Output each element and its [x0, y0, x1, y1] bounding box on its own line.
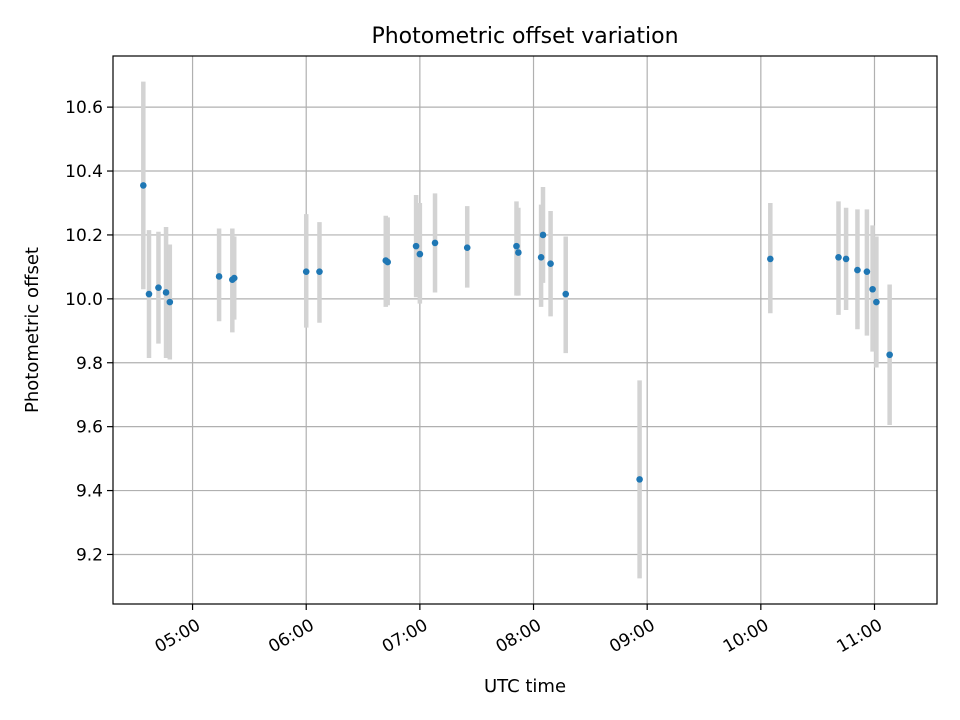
y-axis-label: Photometric offset — [22, 247, 43, 413]
data-point — [384, 258, 391, 266]
data-point — [547, 260, 554, 267]
y-tick-label: 10.4 — [65, 162, 103, 182]
data-point — [767, 255, 774, 263]
data-point — [886, 351, 893, 359]
data-point — [166, 298, 174, 306]
data-point — [873, 298, 880, 306]
data-point — [316, 268, 323, 275]
y-axis-ticks: 9.2 9.4 9.6 9.8 10.0 10.2 10.4 10.6 — [65, 98, 113, 565]
data-point — [431, 239, 439, 247]
data-point — [412, 242, 420, 250]
data-point — [835, 254, 842, 261]
data-point — [842, 255, 850, 263]
grid-layer — [113, 56, 937, 604]
x-axis-label: UTC time — [484, 676, 566, 697]
data-point — [636, 476, 643, 483]
data-point — [537, 254, 545, 261]
data-point — [863, 268, 871, 275]
chart-title: Photometric offset variation — [371, 24, 678, 49]
y-tick-label: 9.6 — [76, 418, 103, 438]
y-tick-label: 9.4 — [76, 482, 103, 502]
y-tick-label: 10.6 — [65, 98, 103, 118]
data-point — [539, 231, 547, 239]
data-point — [215, 273, 223, 280]
data-point — [302, 268, 310, 275]
data-point — [463, 244, 471, 252]
data-point — [145, 290, 153, 298]
data-point — [869, 285, 876, 293]
data-point — [162, 289, 170, 296]
data-point — [230, 274, 238, 282]
data-point — [562, 290, 570, 298]
y-tick-label: 9.2 — [76, 545, 103, 565]
data-point — [416, 250, 424, 258]
data-point — [140, 182, 147, 189]
y-tick-label: 9.8 — [76, 354, 103, 374]
point-layer — [140, 182, 893, 483]
data-point — [513, 242, 520, 250]
data-point — [155, 284, 162, 291]
data-point — [515, 249, 522, 256]
data-point — [854, 266, 861, 274]
plot-area-frame — [112, 55, 938, 605]
y-tick-label: 10.0 — [65, 290, 103, 310]
y-tick-label: 10.2 — [65, 226, 103, 246]
